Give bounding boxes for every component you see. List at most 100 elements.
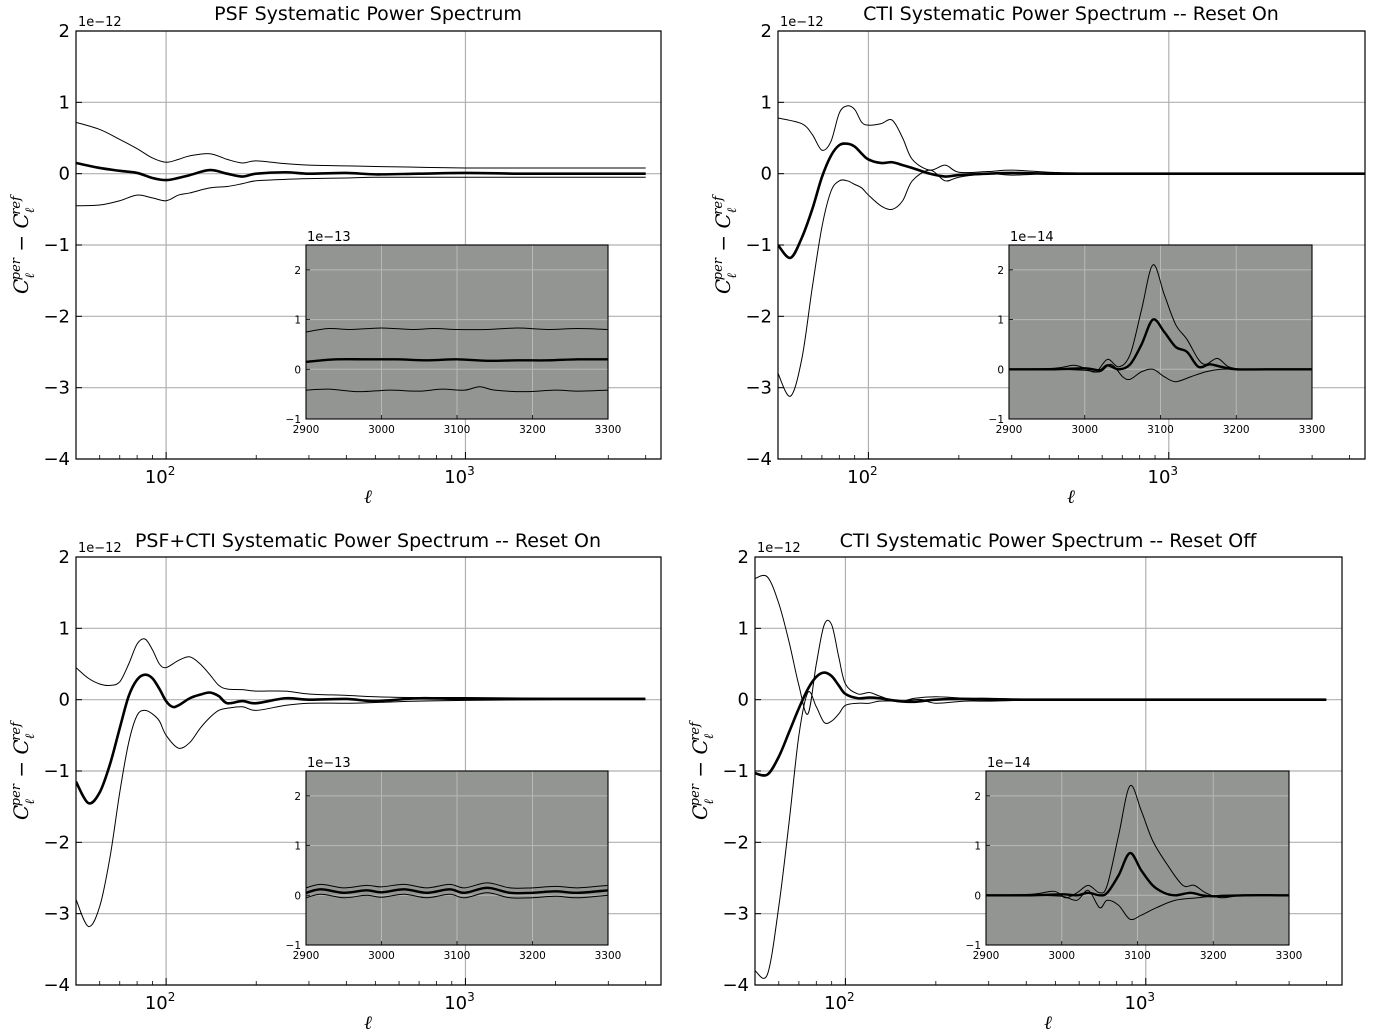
chart-title: CTI Systematic Power Spectrum -- Reset O… [863, 3, 1279, 25]
y-tick-label: −4 [745, 449, 772, 470]
y-tick-label: 1 [59, 618, 70, 639]
inset-x-tick-label: 2900 [996, 424, 1023, 436]
inset-x-tick-label: 3300 [1276, 950, 1303, 962]
y-tick-label: 1 [761, 92, 772, 113]
series-line-lower [755, 691, 1327, 979]
chart-panel-2: CTI Systematic Power Spectrum -- Reset O… [711, 3, 1366, 508]
inset-y-tick-label: −1 [286, 940, 301, 952]
inset-x-tick-label: 2900 [293, 950, 320, 962]
inset-x-tick-label: 3100 [1124, 950, 1151, 962]
inset-y-tick-label: 0 [294, 364, 301, 376]
inset-series-line-lower [306, 892, 608, 899]
series-group [76, 121, 646, 207]
inset-chart: 2900 3000 3100 3200 3300 −1 0 1 2 1e−13 [286, 756, 622, 962]
inset-series-line-upper [306, 327, 608, 333]
y-axis-label: Cℓper − Cℓref [9, 194, 38, 294]
inset-series-line-upper [1009, 264, 1312, 373]
x-axis-label: ℓ [364, 486, 372, 508]
inset-series-line-mean [306, 357, 608, 364]
inset-y-tick-label: −1 [286, 414, 301, 426]
chart-title: PSF Systematic Power Spectrum [214, 3, 522, 25]
inset-chart: 2900 3000 3100 3200 3300 −1 0 1 2 1e−13 [286, 230, 622, 436]
inset-y-tick-label: 1 [294, 841, 301, 853]
y-tick-label: 2 [738, 547, 749, 568]
series-line-upper [778, 105, 1365, 175]
inset-x-tick-label: 3000 [368, 424, 395, 436]
y-tick-label: 1 [738, 618, 749, 639]
x-tick-label: 103 [444, 990, 475, 1014]
series-group [778, 105, 1365, 397]
y-axis-label: Cℓper − Cℓref [711, 194, 740, 294]
y-tick-label: −1 [43, 761, 70, 782]
y-offset-label: 1e−12 [780, 15, 824, 30]
series-line-lower [76, 699, 646, 928]
y-tick-label: −2 [745, 306, 772, 327]
y-tick-label: −1 [745, 235, 772, 256]
inset-chart: 2900 3000 3100 3200 3300 −1 0 1 2 1e−14 [966, 756, 1303, 962]
inset-series-line-lower [986, 889, 1289, 921]
x-axis-label: ℓ [1067, 486, 1075, 508]
y-tick-label: −1 [722, 761, 749, 782]
y-tick-label: −4 [722, 975, 749, 996]
inset-y-offset-label: 1e−14 [987, 756, 1031, 771]
x-axis-label: ℓ [1044, 1012, 1052, 1034]
y-tick-label: −3 [745, 378, 772, 399]
inset-series-group [306, 327, 608, 393]
inset-y-offset-label: 1e−13 [307, 756, 351, 771]
series-group [76, 638, 646, 928]
inset-y-tick-label: 2 [294, 265, 301, 277]
inset-x-tick-label: 3100 [444, 950, 471, 962]
y-axis-label: Cℓper − Cℓref [688, 720, 717, 820]
chart-panel-4: CTI Systematic Power Spectrum -- Reset O… [688, 530, 1343, 1034]
inset-x-tick-label: 3100 [444, 424, 471, 436]
inset-series-group [986, 784, 1289, 921]
inset-y-tick-label: 0 [997, 364, 1004, 376]
x-tick-label: 103 [1148, 464, 1179, 488]
inset-y-tick-label: 1 [974, 841, 981, 853]
inset-series-line-lower [306, 386, 608, 393]
inset-x-tick-label: 3200 [519, 424, 546, 436]
inset-series-line-lower [1009, 363, 1312, 383]
x-tick-label: 103 [444, 464, 475, 488]
y-tick-label: −3 [722, 904, 749, 925]
inset-series-group [306, 882, 608, 899]
inset-series-group [1009, 264, 1312, 383]
inset-series-line-upper [986, 784, 1289, 899]
chart-panel-3: PSF+CTI Systematic Power Spectrum -- Res… [9, 530, 662, 1034]
inset-y-tick-label: 2 [974, 791, 981, 803]
inset-y-tick-label: 0 [974, 890, 981, 902]
chart-title: CTI Systematic Power Spectrum -- Reset O… [840, 530, 1258, 552]
inset-y-tick-label: 1 [294, 315, 301, 327]
y-tick-label: 2 [59, 21, 70, 42]
inset-x-tick-label: 3000 [1048, 950, 1075, 962]
inset-x-tick-label: 3000 [1071, 424, 1098, 436]
inset-x-tick-label: 3200 [1223, 424, 1250, 436]
y-tick-label: 0 [761, 164, 772, 185]
inset-y-tick-label: 0 [294, 890, 301, 902]
y-tick-label: 2 [761, 21, 772, 42]
inset-series-line-mean [1009, 318, 1312, 372]
y-tick-label: −2 [43, 306, 70, 327]
x-tick-label: 102 [847, 464, 878, 488]
inset-y-tick-label: 1 [997, 315, 1004, 327]
x-axis-label: ℓ [364, 1012, 372, 1034]
inset-x-tick-label: 3100 [1147, 424, 1174, 436]
inset-x-tick-label: 3300 [595, 424, 622, 436]
x-tick-label: 102 [145, 464, 176, 488]
inset-chart: 2900 3000 3100 3200 3300 −1 0 1 2 1e−14 [989, 230, 1326, 436]
y-tick-label: −4 [43, 449, 70, 470]
inset-x-tick-label: 3300 [1299, 424, 1326, 436]
inset-y-tick-label: 2 [294, 791, 301, 803]
inset-y-offset-label: 1e−14 [1010, 230, 1054, 245]
y-tick-label: −2 [43, 832, 70, 853]
series-line-upper [755, 574, 1327, 715]
y-axis-label: Cℓper − Cℓref [9, 720, 38, 820]
chart-title: PSF+CTI Systematic Power Spectrum -- Res… [135, 530, 601, 552]
y-tick-label: 1 [59, 92, 70, 113]
y-tick-label: −3 [43, 378, 70, 399]
series-line-lower [778, 169, 1365, 397]
y-offset-label: 1e−12 [757, 541, 801, 556]
series-line-upper [76, 638, 646, 699]
inset-y-tick-label: 2 [997, 265, 1004, 277]
y-tick-label: −2 [722, 832, 749, 853]
